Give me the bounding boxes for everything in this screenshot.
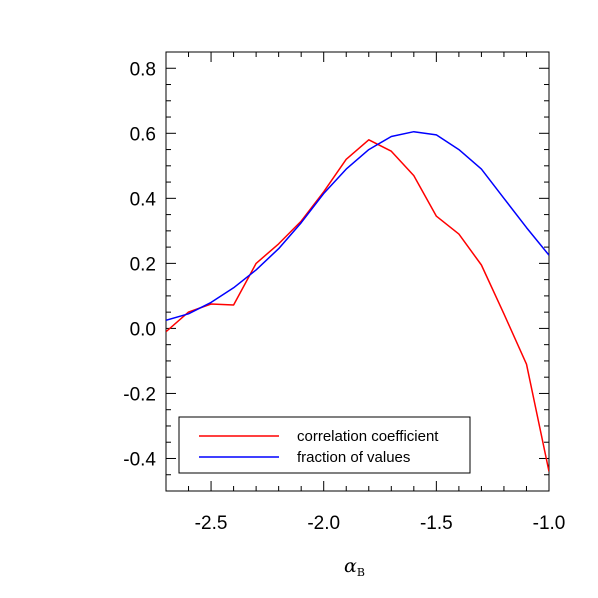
x-axis-label-symbol: α	[344, 555, 357, 577]
y-tick-label: 0.0	[130, 319, 156, 340]
y-tick-label: 0.8	[130, 59, 156, 80]
axis-ticks	[165, 51, 550, 492]
y-tick-label: 0.4	[130, 189, 157, 210]
x-axis-label: αB	[344, 555, 365, 579]
series-lines	[166, 130, 549, 472]
x-tick-label: -1.0	[533, 513, 566, 534]
plot-frame	[165, 51, 550, 492]
legend-box	[178, 416, 471, 474]
legend: correlation coefficient fraction of valu…	[178, 416, 471, 474]
series-line-fraction-of-values	[166, 130, 549, 322]
legend-label-fraction-of-values: fraction of values	[297, 449, 410, 466]
legend-label-correlation-coefficient: correlation coefficient	[297, 428, 439, 445]
y-tick-label: -0.4	[123, 449, 156, 470]
x-tick-label: -2.0	[307, 513, 340, 534]
series-line-correlation-coefficient	[166, 139, 549, 472]
y-tick-label: 0.6	[130, 124, 156, 145]
axis-tick-labels: -2.5 -2.0 -1.5 -1.0 -0.4 -0.2 0.0 0.2 0.4 0.6 0.8	[123, 59, 565, 534]
x-tick-label: -1.5	[420, 513, 453, 534]
y-tick-label: -0.2	[123, 384, 156, 405]
x-axis-label-subscript: B	[357, 566, 365, 579]
y-tick-label: 0.2	[130, 254, 156, 275]
x-tick-label: -2.5	[195, 513, 228, 534]
